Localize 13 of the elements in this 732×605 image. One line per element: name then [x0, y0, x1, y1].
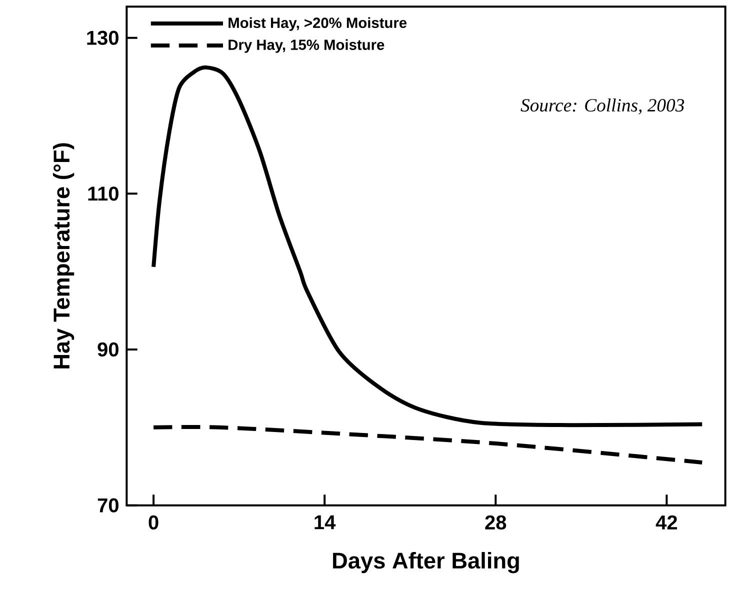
y-tick-label: 90	[98, 342, 118, 356]
x-tick-label: 28	[485, 515, 506, 530]
legend-label: Dry Hay, 15% Moisture	[228, 39, 384, 53]
legend-label: Moist Hay, >20% Moisture	[228, 17, 407, 31]
x-axis-title: Days After Baling	[333, 552, 519, 574]
x-tick-label: 42	[656, 515, 677, 530]
y-tick-label: 70	[98, 498, 118, 512]
y-tick-label: 130	[87, 30, 118, 45]
annotation: Source: Collins, 2003	[520, 98, 684, 114]
x-tick-label: 0	[148, 515, 158, 530]
y-axis-title: Hay Temperature (°F)	[52, 143, 74, 368]
y-tick-label: 110	[88, 186, 118, 201]
x-tick-label: 14	[314, 515, 336, 529]
